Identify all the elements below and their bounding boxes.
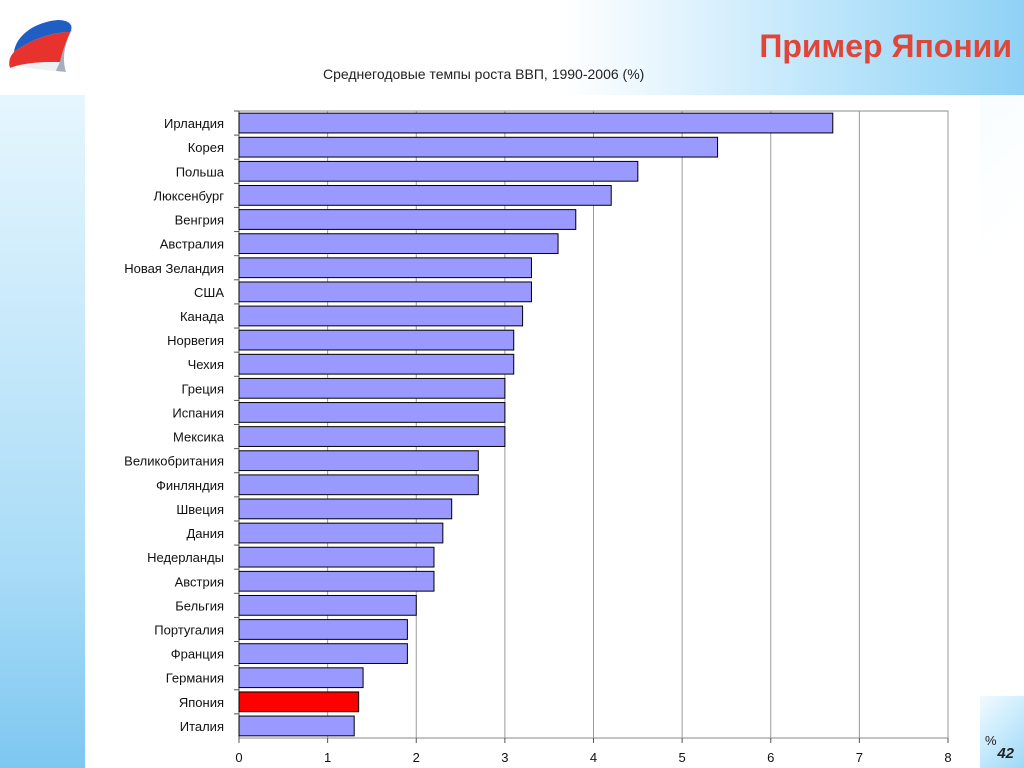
bar [238, 594, 417, 616]
bar [238, 402, 506, 423]
x-tick-label: 4 [590, 750, 597, 765]
y-category-label: Новая Зеландия [124, 261, 224, 276]
bar [238, 450, 479, 472]
y-category-label: Польша [176, 164, 225, 179]
bar [238, 667, 364, 689]
y-category-label: Швеция [176, 502, 224, 517]
bar [238, 281, 532, 303]
y-category-label: Финляндия [156, 478, 224, 493]
bar [238, 619, 408, 640]
logo-icon [9, 20, 72, 72]
y-category-label: Дания [186, 526, 224, 541]
y-category-label: Люксенбург [153, 188, 224, 203]
bar [238, 377, 506, 399]
bar [238, 691, 360, 713]
bar [238, 112, 834, 134]
x-tick-label: 3 [501, 750, 508, 765]
y-category-label: Португалия [154, 622, 224, 637]
bar [238, 426, 506, 447]
y-category-label: Канада [180, 309, 225, 324]
bar [238, 257, 532, 279]
bar [238, 474, 479, 496]
bar [238, 209, 577, 230]
left-band [0, 95, 85, 768]
y-category-label: Ирландия [164, 116, 224, 131]
y-category-label: Австралия [160, 237, 224, 252]
y-category-label: Германия [166, 671, 224, 686]
bar [238, 522, 444, 544]
y-category-label: Греция [181, 381, 224, 396]
bar [238, 305, 524, 327]
x-tick-label: 2 [413, 750, 420, 765]
y-category-label: Франция [171, 647, 224, 662]
x-tick-label: 6 [767, 750, 774, 765]
bar [238, 498, 453, 520]
x-tick-label: 5 [679, 750, 686, 765]
bar [238, 185, 612, 206]
y-category-label: Великобритания [124, 454, 224, 469]
bar [238, 570, 435, 592]
slide-title: Пример Японии [759, 28, 1012, 64]
x-tick-label: 8 [944, 750, 951, 765]
y-category-label: Венгрия [175, 213, 224, 228]
x-tick-label: 1 [324, 750, 331, 765]
y-category-label: Мексика [173, 430, 225, 445]
y-category-label: Испания [172, 405, 224, 420]
x-tick-label: 7 [856, 750, 863, 765]
bar [238, 136, 719, 158]
bar [238, 329, 515, 351]
chart-subtitle: Среднегодовые темпы роста ВВП, 1990-2006… [323, 66, 645, 82]
y-category-label: Италия [180, 719, 224, 734]
y-category-label: Корея [188, 140, 224, 155]
y-category-label: Япония [179, 695, 224, 710]
bar [238, 715, 355, 737]
y-category-label: Чехия [188, 357, 224, 372]
y-category-label: Австрия [175, 574, 224, 589]
y-category-label: Бельгия [175, 598, 224, 613]
bar [238, 643, 408, 664]
x-axis-unit: % [985, 733, 997, 748]
y-category-label: Недерланды [147, 550, 224, 565]
x-tick-label: 0 [235, 750, 242, 765]
bar [238, 160, 639, 182]
bar [238, 546, 435, 568]
page-number: 42 [997, 745, 1014, 762]
y-category-label: Норвегия [167, 333, 224, 348]
y-category-label: США [194, 285, 224, 300]
bar [238, 353, 515, 375]
bar [238, 233, 559, 255]
header-band [0, 0, 1024, 95]
